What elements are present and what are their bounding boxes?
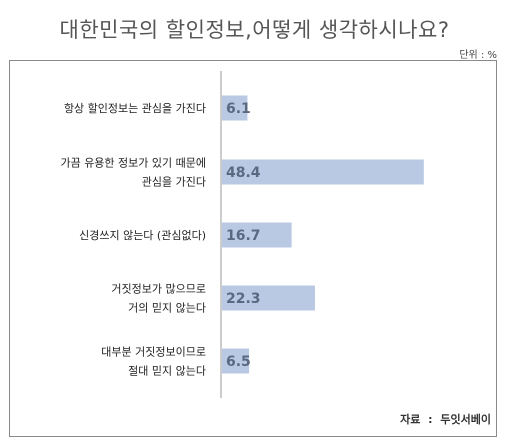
chart-title: 대한민국의 할인정보,어떻게 생각하시나요? [59, 18, 450, 42]
category-label: 신경쓰지 않는다 (관심없다) [79, 229, 206, 242]
bar-value-label: 22.3 [226, 291, 261, 307]
bar [222, 159, 424, 185]
category-label: 거짓정보가 많으므로 [111, 283, 206, 296]
category-label: 절대 믿지 않는다 [128, 365, 206, 378]
category-label: 관심을 가진다 [142, 176, 206, 189]
source-label: 자료 : 두잇서베이 [400, 413, 491, 426]
unit-label: 단위 : % [459, 50, 497, 61]
chart-frame [9, 60, 497, 437]
category-label: 거의 믿지 않는다 [128, 302, 206, 315]
bar-value-label: 6.5 [226, 354, 251, 370]
bar-value-label: 6.1 [226, 101, 251, 117]
bar [222, 348, 250, 374]
bar [222, 95, 248, 121]
bar-value-label: 48.4 [226, 165, 261, 181]
category-label: 가끔 유용한 정보가 있기 때문에 [60, 157, 206, 170]
bar-value-label: 16.7 [226, 228, 261, 244]
category-label: 항상 할인정보는 관심을 가진다 [64, 102, 206, 115]
bar [222, 285, 315, 311]
category-label: 대부분 거짓정보이므로 [101, 346, 206, 359]
bar [222, 222, 292, 248]
